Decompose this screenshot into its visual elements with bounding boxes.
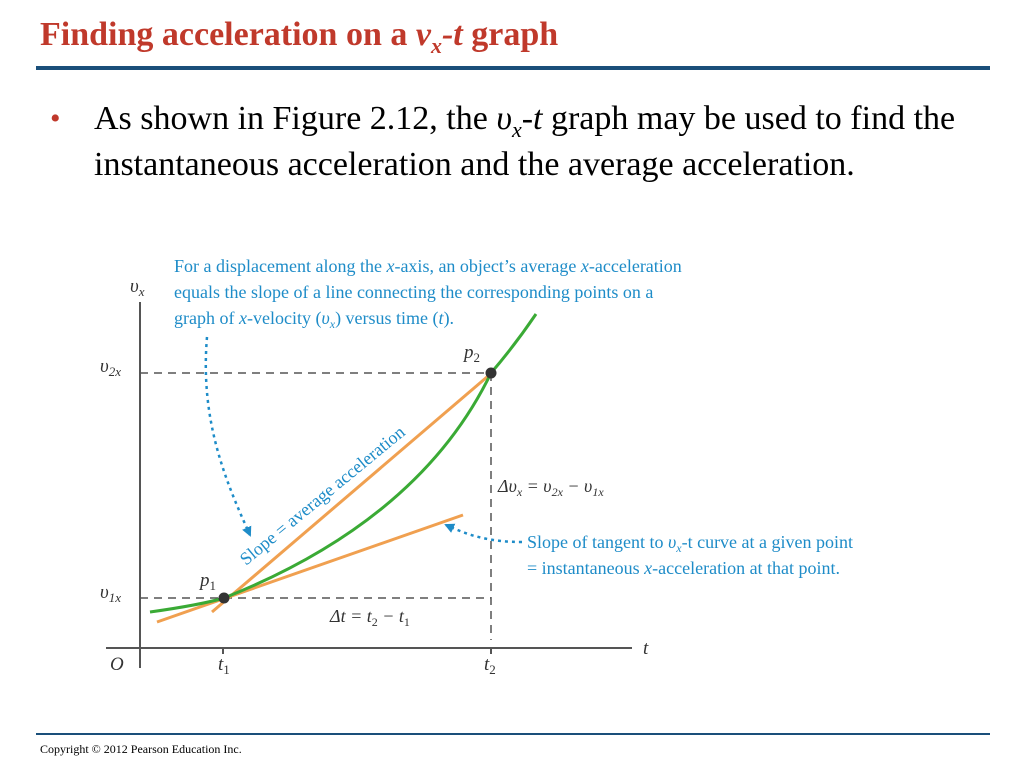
y-axis-label: υx bbox=[130, 276, 145, 299]
velocity-curve bbox=[149, 313, 538, 614]
delta-vx-label: Δυx = υ2x − υ1x bbox=[497, 476, 604, 499]
p2-label: p2 bbox=[462, 342, 480, 365]
v1x-label: υ1x bbox=[100, 582, 121, 605]
slide-title: Finding acceleration on a vx-t graph bbox=[40, 16, 559, 58]
origin-label: O bbox=[110, 654, 124, 675]
slope-average-label: Slope = average acceleration bbox=[236, 422, 409, 569]
footer-divider bbox=[36, 733, 990, 735]
caption-average-line3: graph of x-velocity (υx) versus time (t)… bbox=[174, 308, 454, 331]
delta-t-label: Δt = t2 − t1 bbox=[329, 606, 410, 629]
bullet-text: As shown in Figure 2.12, the υx-t graph … bbox=[94, 100, 956, 183]
caption-tangent-line1: Slope of tangent to υx-t curve at a give… bbox=[527, 532, 853, 555]
bullet-glyph: • bbox=[50, 102, 61, 135]
title-divider bbox=[36, 66, 990, 70]
tangent-caption-arrow bbox=[444, 523, 523, 544]
tangent-line bbox=[156, 513, 464, 624]
v2x-label: υ2x bbox=[100, 356, 121, 379]
t2-label: t2 bbox=[484, 654, 496, 677]
caption-average-line2: equals the slope of a line connecting th… bbox=[174, 282, 653, 302]
point-p2 bbox=[485, 367, 497, 379]
p1-label: p1 bbox=[198, 570, 216, 593]
copyright-notice: Copyright © 2012 Pearson Education Inc. bbox=[40, 742, 242, 756]
t1-label: t1 bbox=[218, 654, 230, 677]
caption-arrow bbox=[204, 336, 252, 537]
secant-line bbox=[211, 369, 495, 614]
point-p1 bbox=[218, 592, 230, 604]
caption-tangent-line2: = instantaneous x-acceleration at that p… bbox=[527, 558, 840, 578]
x-axis-label: t bbox=[643, 638, 649, 659]
caption-average-line1: For a displacement along the x-axis, an … bbox=[174, 256, 682, 276]
